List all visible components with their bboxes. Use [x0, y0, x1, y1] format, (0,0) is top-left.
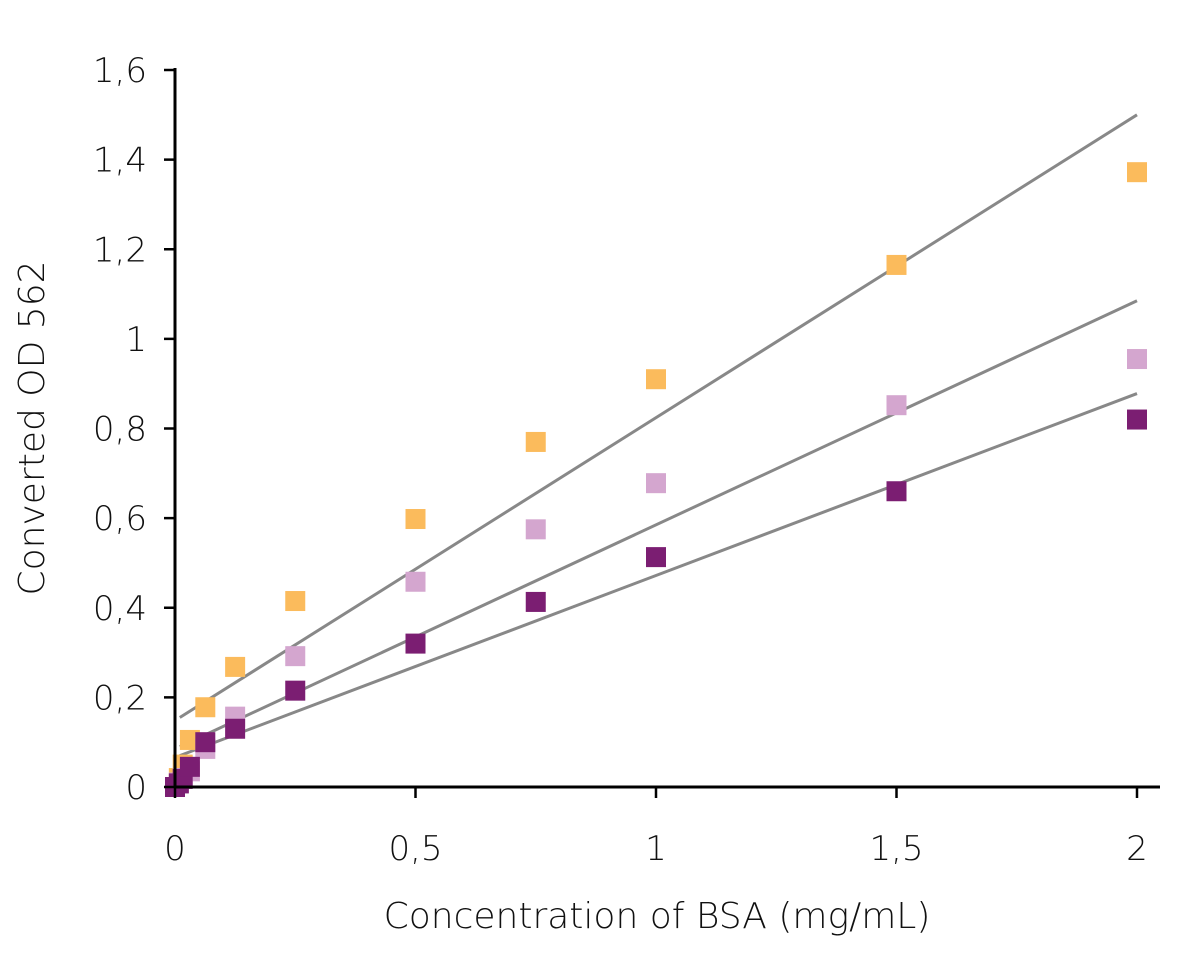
data-points	[165, 162, 1147, 797]
y-axis-title: Converted OD 562	[12, 260, 53, 595]
x-tick-label: 0,5	[388, 829, 442, 869]
series-3-point	[646, 547, 666, 568]
x-axis-ticks: 0 0,5 1 1,5 2	[164, 786, 1148, 869]
series-2-point	[886, 395, 907, 416]
trendline-2	[179, 299, 1138, 749]
series-3-point	[195, 732, 216, 753]
y-tick-label: 1,2	[93, 230, 147, 270]
y-tick-label: 0,6	[93, 499, 147, 539]
series-3-point	[285, 680, 306, 701]
series-3-point	[525, 591, 546, 612]
trendlines	[179, 113, 1138, 758]
x-tick-label: 1,5	[869, 829, 923, 869]
y-tick-label: 1	[125, 320, 147, 360]
series-3-point	[405, 633, 426, 654]
series-1-point	[1127, 162, 1147, 183]
series-3-point	[225, 718, 246, 739]
series-2-point	[646, 473, 666, 494]
x-tick-label: 2	[1126, 829, 1148, 869]
trendline-1	[179, 113, 1138, 719]
y-tick-label: 1,4	[93, 141, 147, 181]
y-tick-label: 0	[125, 768, 147, 808]
y-axis-ticks: 0 0,2 0,4 0,6 0,8 1 1,2 1,4 1,6	[93, 51, 176, 808]
series-2-point	[285, 646, 306, 667]
series-1-point	[179, 729, 200, 750]
series-2-point	[1127, 349, 1147, 370]
y-tick-label: 1,6	[93, 51, 147, 91]
series-1-point	[525, 431, 546, 452]
series-3-point	[1127, 409, 1147, 430]
series-2-point	[525, 519, 546, 540]
series-1-point	[225, 656, 246, 677]
trendline-3	[179, 392, 1138, 758]
series-2-point	[405, 571, 426, 592]
x-tick-label: 0	[164, 829, 186, 869]
y-tick-label: 0,4	[93, 589, 147, 629]
series-3-point	[886, 481, 907, 502]
series-1-point	[285, 591, 306, 612]
series-1-point	[195, 697, 216, 718]
y-tick-label: 0,2	[93, 678, 147, 718]
series-1-point	[886, 254, 907, 275]
y-tick-label: 0,8	[93, 410, 147, 450]
series-1-point	[646, 369, 666, 390]
series-1-point	[405, 509, 426, 530]
x-tick-label: 1	[645, 829, 667, 869]
series-3-point	[179, 756, 200, 777]
x-axis-title: Concentration of BSA (mg/mL)	[384, 896, 931, 937]
